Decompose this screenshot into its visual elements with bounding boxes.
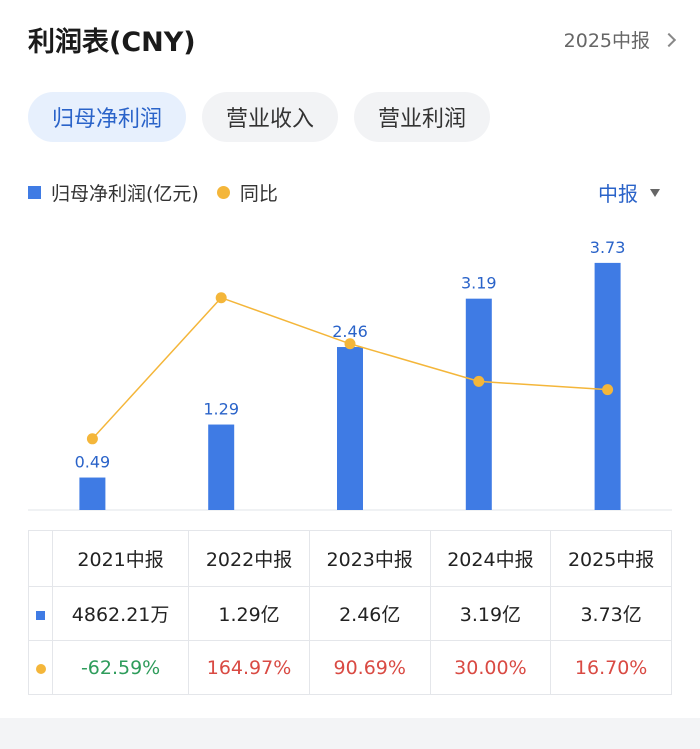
bar-0	[79, 477, 106, 510]
bar-label-3: 3.19	[461, 274, 497, 293]
tab-net-profit[interactable]: 归母净利润	[28, 92, 187, 142]
table-cell: 90.69%	[308, 640, 431, 695]
table-row-yoy: -62.59% 164.97% 90.69% 30.00% 16.70%	[28, 640, 672, 695]
bar-label-1: 1.29	[203, 400, 239, 419]
footer-band	[0, 718, 700, 749]
table-header-cell: 2021中报	[51, 530, 190, 587]
yoy-point-4	[602, 384, 614, 396]
table-row-profit: 4862.21万 1.29亿 2.46亿 3.19亿 3.73亿	[28, 586, 672, 641]
row-marker-cell	[28, 586, 53, 641]
bar-marker-icon	[36, 610, 45, 620]
period-link[interactable]: 2025中报	[563, 26, 677, 53]
table-header-cell: 2022中报	[188, 530, 310, 587]
table-corner-cell	[28, 530, 53, 587]
yoy-point-2	[344, 338, 356, 350]
caret-down-icon	[650, 188, 660, 197]
tab-operating-profit[interactable]: 营业利润	[354, 92, 491, 142]
table-cell: 3.73亿	[550, 586, 672, 641]
table-cell: 164.97%	[188, 640, 310, 695]
legend-line-label: 同比	[239, 182, 278, 205]
page-title: 利润表(CNY)	[28, 27, 196, 58]
dot-swatch-icon	[216, 185, 230, 199]
table-header-cell: 2024中报	[429, 530, 552, 587]
dot-marker-icon	[35, 663, 46, 674]
bar-2	[337, 347, 363, 510]
legend-bar-label: 归母净利润(亿元)	[51, 182, 199, 205]
row-marker-cell	[28, 640, 53, 695]
legend-item-bar: 归母净利润(亿元)	[28, 179, 199, 206]
chart-legend: 归母净利润(亿元) 同比 中报	[28, 176, 672, 208]
table-cell: 30.00%	[429, 640, 552, 695]
tab-revenue[interactable]: 营业收入	[202, 92, 339, 142]
legend-item-line: 同比	[216, 179, 278, 206]
table-cell: 3.19亿	[429, 586, 552, 641]
period-link-label: 2025中报	[563, 30, 650, 52]
bar-swatch-icon	[28, 185, 41, 199]
profit-chart: 0.49 1.29 2.46 3.19 3.73	[28, 238, 672, 511]
table-cell: 4862.21万	[51, 586, 190, 641]
period-select-label: 中报	[598, 182, 638, 206]
bar-label-2: 2.46	[332, 322, 368, 341]
table-cell: 2.46亿	[308, 586, 431, 641]
yoy-point-1	[215, 292, 227, 304]
table-header-cell: 2023中报	[308, 530, 431, 587]
table-cell: 1.29亿	[188, 586, 310, 641]
chevron-right-icon	[661, 32, 677, 47]
data-table: 2021中报 2022中报 2023中报 2024中报 2025中报 4862.…	[28, 530, 672, 695]
period-select[interactable]: 中报	[598, 178, 660, 207]
bar-label-4: 3.73	[590, 238, 626, 257]
table-header-row: 2021中报 2022中报 2023中报 2024中报 2025中报	[28, 530, 672, 587]
header: 利润表(CNY) 2025中报	[0, 0, 700, 78]
metric-tabs: 归母净利润 营业收入 营业利润	[28, 92, 491, 142]
table-header-cell: 2025中报	[550, 530, 672, 587]
bar-3	[465, 298, 492, 510]
yoy-point-0	[86, 433, 98, 445]
table-cell: -62.59%	[51, 640, 190, 695]
yoy-point-3	[473, 375, 485, 387]
table-cell: 16.70%	[550, 640, 672, 695]
bar-label-0: 0.49	[75, 453, 111, 472]
bar-1	[208, 424, 235, 510]
